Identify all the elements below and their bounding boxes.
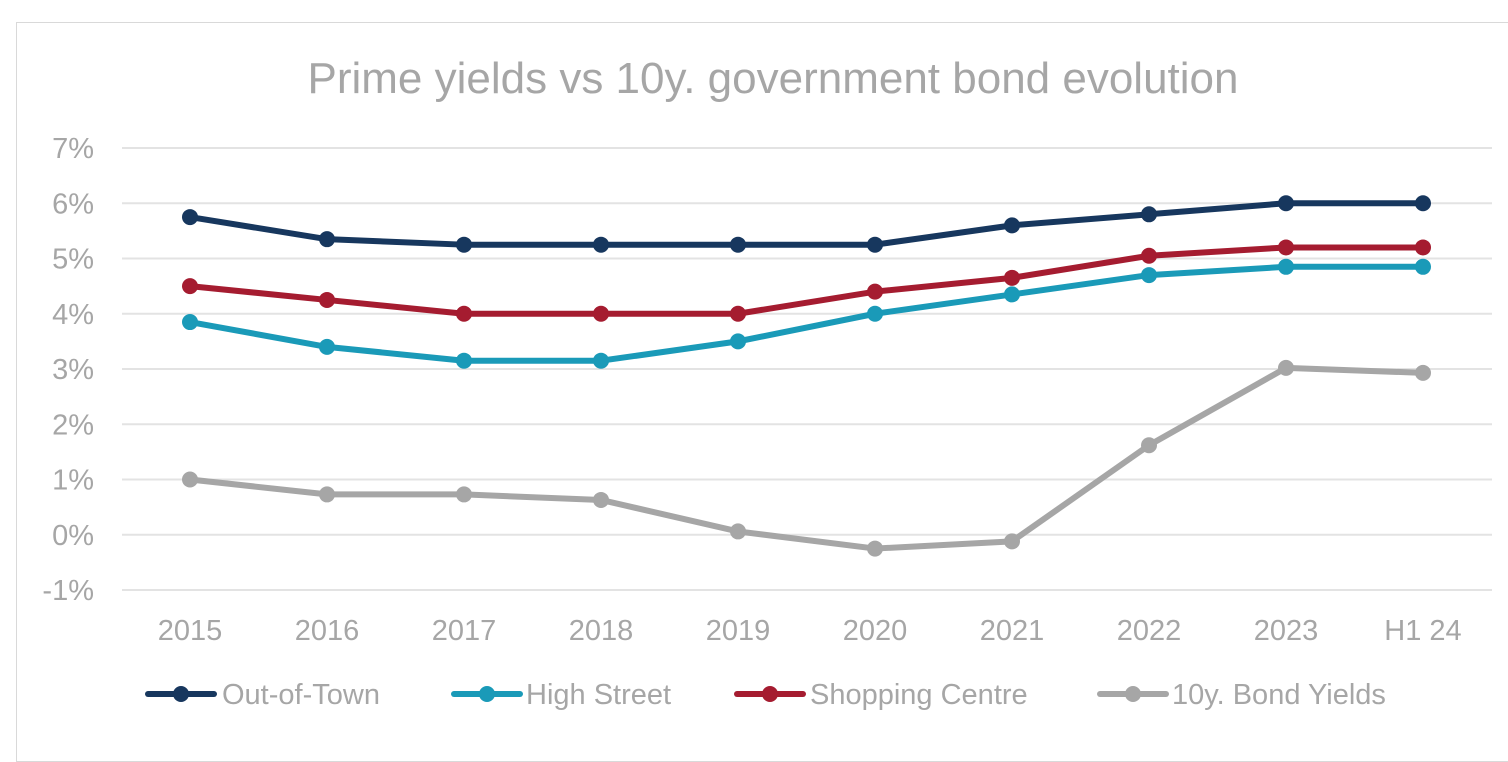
legend-label: Shopping Centre (810, 679, 1028, 711)
data-point (182, 314, 198, 331)
legend-item: High Street (451, 679, 671, 711)
data-point (456, 352, 472, 369)
series-line (187, 263, 1426, 364)
data-point (319, 291, 335, 308)
y-tick-label: 7% (52, 133, 94, 165)
data-point (730, 236, 746, 253)
y-tick-label: 0% (52, 520, 94, 552)
legend-label: 10y. Bond Yields (1172, 679, 1386, 711)
data-point (867, 283, 883, 300)
data-point (1141, 206, 1157, 223)
data-point (730, 305, 746, 322)
legend-label: Out-of-Town (222, 679, 380, 711)
data-point (867, 540, 883, 557)
y-tick-label: 4% (52, 299, 94, 331)
data-point (1004, 217, 1020, 234)
gridlines (122, 147, 1492, 591)
series-out-of-town (182, 195, 1431, 253)
legend-swatch-marker (1125, 686, 1141, 702)
data-point (1415, 364, 1431, 381)
series-shopping-centre (182, 239, 1431, 322)
x-axis-tick-labels: 2015 2016 2017 2018 2019 2020 2021 2022 2023 H1 2… (158, 615, 1462, 647)
chart-title: Prime yields vs 10y. government bond evo… (307, 54, 1238, 103)
line-chart: Prime yields vs 10y. government bond evo… (42, 54, 1492, 711)
data-point (182, 209, 198, 226)
legend-swatch-marker (762, 686, 778, 702)
series-lines (182, 195, 1431, 557)
x-tick-label: 2018 (569, 615, 634, 647)
data-point (1141, 437, 1157, 454)
data-point (593, 352, 609, 369)
data-point (319, 486, 335, 503)
y-tick-label: 2% (52, 409, 94, 441)
data-point (319, 338, 335, 355)
data-point (593, 305, 609, 322)
y-axis-tick-labels: -1% 0% 1% 2% 3% 4% 5% 6% 7% (42, 133, 94, 607)
data-point (1278, 359, 1294, 376)
series-high-street (182, 258, 1431, 369)
data-point (1004, 269, 1020, 286)
data-point (730, 333, 746, 350)
data-point (456, 236, 472, 253)
legend-item: Shopping Centre (734, 679, 1028, 711)
x-tick-label: 2020 (843, 615, 908, 647)
legend-item: Out-of-Town (145, 679, 380, 711)
data-point (1141, 247, 1157, 264)
data-point (1278, 239, 1294, 256)
series-line (187, 364, 1426, 552)
y-tick-label: -1% (42, 575, 94, 607)
x-tick-label: 2022 (1117, 615, 1182, 647)
y-tick-label: 1% (52, 465, 94, 497)
data-point (1415, 239, 1431, 256)
legend-item: 10y. Bond Yields (1097, 679, 1386, 711)
x-tick-label: 2021 (980, 615, 1045, 647)
y-tick-label: 6% (52, 188, 94, 220)
data-point (1004, 533, 1020, 550)
data-point (1415, 195, 1431, 212)
x-tick-label: 2015 (158, 615, 223, 647)
series-10y-bond-yields (182, 359, 1431, 557)
series-line (187, 244, 1426, 317)
data-point (456, 305, 472, 322)
x-tick-label: 2019 (706, 615, 771, 647)
data-point (593, 491, 609, 508)
x-tick-label: 2023 (1254, 615, 1319, 647)
data-point (1415, 258, 1431, 275)
data-point (730, 523, 746, 540)
data-point (1278, 195, 1294, 212)
data-point (593, 236, 609, 253)
data-point (319, 231, 335, 248)
x-tick-label: 2016 (295, 615, 360, 647)
legend-swatch-marker (173, 686, 189, 702)
data-point (1004, 286, 1020, 303)
data-point (867, 236, 883, 253)
legend-swatch-marker (479, 686, 495, 702)
legend: Out-of-Town High Street Shopping Centre 10y… (145, 679, 1386, 711)
series-line (187, 200, 1426, 248)
legend-label: High Street (526, 679, 671, 711)
x-tick-label: 2017 (432, 615, 497, 647)
data-point (182, 471, 198, 488)
data-point (456, 486, 472, 503)
data-point (867, 305, 883, 322)
data-point (182, 278, 198, 295)
data-point (1141, 267, 1157, 284)
y-tick-label: 5% (52, 244, 94, 276)
x-tick-label: H1 24 (1384, 615, 1461, 647)
y-tick-label: 3% (52, 354, 94, 386)
data-point (1278, 258, 1294, 275)
